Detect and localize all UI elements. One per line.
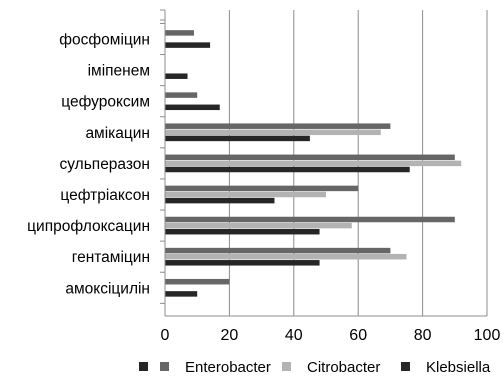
bar-klebsiella (165, 104, 220, 111)
bar-enterobacter (165, 278, 230, 285)
category-label: амоксіцилін (65, 280, 150, 297)
bar-enterobacter (165, 185, 359, 192)
bar-enterobacter (165, 92, 198, 98)
bar-klebsiella (165, 291, 198, 297)
bar-klebsiella (165, 135, 310, 142)
legend-marker (139, 362, 148, 371)
bar-citrobacter (165, 191, 326, 198)
bar-enterobacter (165, 216, 455, 223)
bar-citrobacter (165, 253, 407, 260)
legend-swatch-citrobacter (282, 362, 291, 371)
x-tick-label: 100 (474, 327, 501, 344)
legend-label-enterobacter: Enterobacter (185, 359, 271, 376)
bar-enterobacter (165, 247, 391, 254)
x-tick-label: 40 (285, 327, 303, 344)
category-label: цефтріаксон (60, 187, 150, 204)
category-label: ципрофлоксацин (27, 218, 150, 235)
legend-label-citrobacter: Citrobacter (307, 359, 380, 376)
legend-swatch-enterobacter (160, 362, 169, 371)
bar-klebsiella (165, 228, 320, 235)
bar-enterobacter (165, 123, 391, 129)
bar-klebsiella (165, 197, 275, 204)
category-label: іміпенем (88, 63, 150, 80)
category-label: сульперазон (60, 156, 150, 173)
x-tick-label: 20 (221, 327, 239, 344)
bar-citrobacter (165, 222, 352, 229)
bar-klebsiella (165, 42, 211, 48)
category-label: амікацин (85, 125, 150, 142)
category-label: фосфоміцин (59, 32, 150, 49)
bar-klebsiella (165, 166, 410, 173)
bar-klebsiella (165, 73, 188, 79)
category-label: цефуроксим (61, 94, 150, 111)
bar-enterobacter (165, 30, 194, 36)
legend-swatch-klebsiella (401, 362, 410, 371)
x-tick-label: 0 (161, 327, 170, 344)
bar-citrobacter (165, 160, 462, 167)
x-tick-label: 60 (349, 327, 367, 344)
bar-citrobacter (165, 129, 381, 136)
bar-klebsiella (165, 260, 320, 266)
bar-enterobacter (165, 154, 455, 161)
legend-label-klebsiella: Klebsiella (426, 359, 491, 376)
x-tick-label: 80 (414, 327, 432, 344)
category-label: гентаміцин (72, 249, 150, 266)
